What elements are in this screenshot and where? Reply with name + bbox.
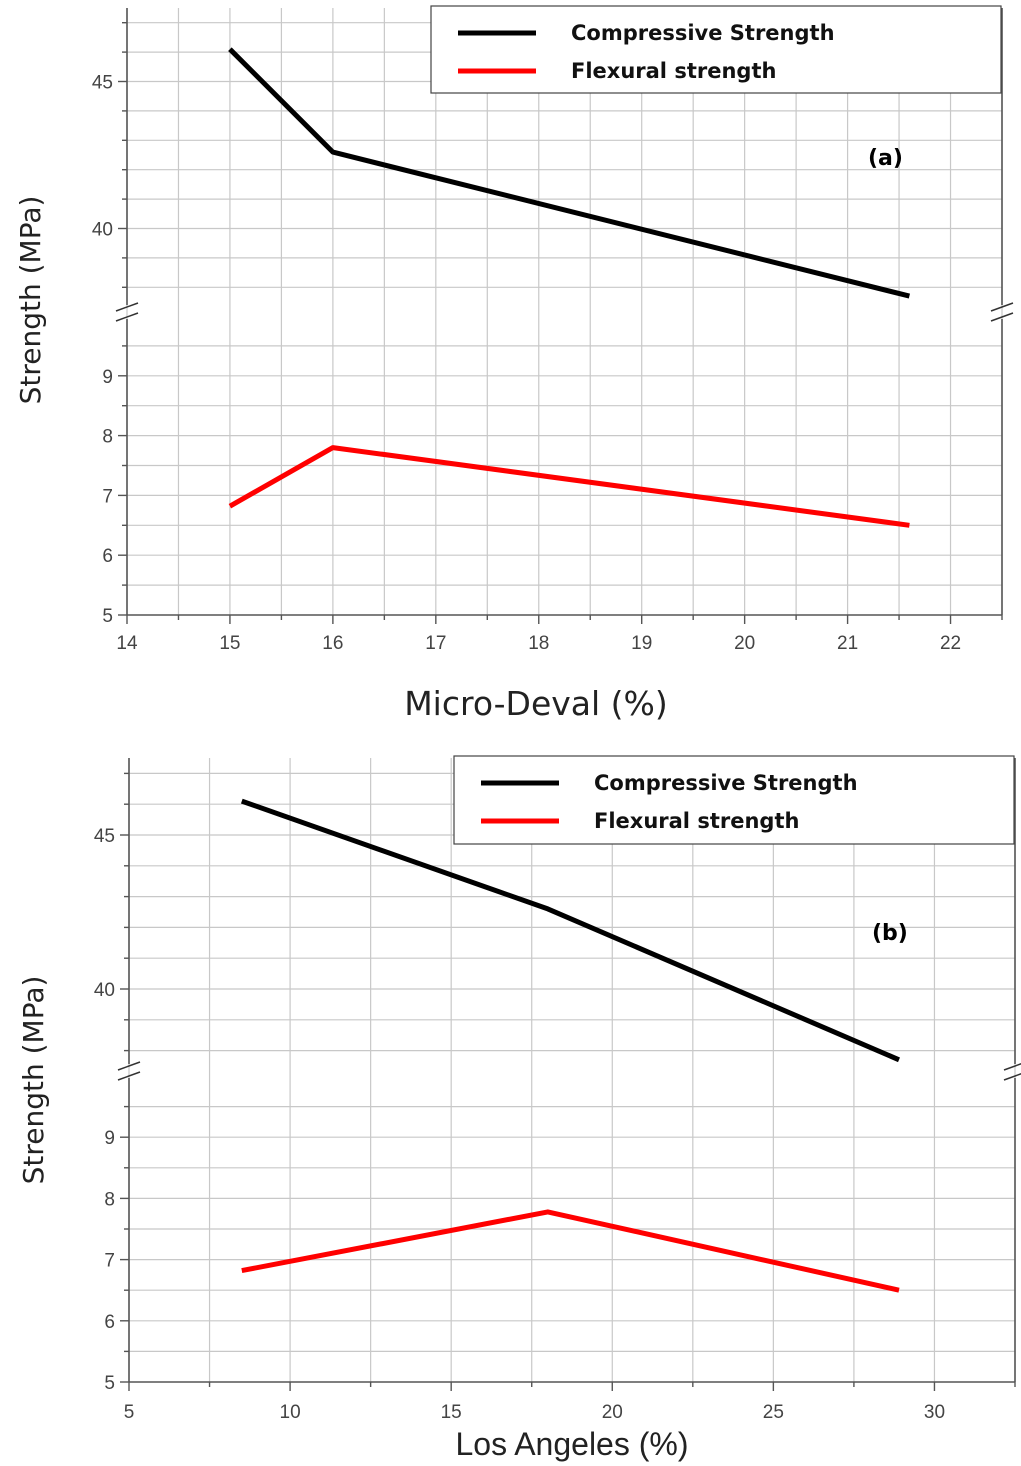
x-tick-label: 20 bbox=[734, 633, 755, 654]
axis-break-mark-right bbox=[1003, 1073, 1021, 1081]
y-axis-title: Strength (MPa) bbox=[17, 976, 50, 1185]
x-tick-label: 14 bbox=[116, 633, 138, 654]
x-tick-label: 16 bbox=[322, 633, 343, 654]
x-tick-label: 22 bbox=[940, 633, 961, 654]
x-tick-label: 17 bbox=[425, 633, 446, 654]
y-tick-label: 45 bbox=[94, 826, 115, 847]
x-axis-title: Micro-Deval (%) bbox=[404, 684, 668, 723]
chart-panel-b: 5 10 15 20 25 30 40 45 5 6 7 8 9 Compressive Strength… bbox=[17, 755, 1021, 1462]
panel-label: (a) bbox=[868, 146, 903, 171]
y-tick-label: 5 bbox=[104, 1373, 115, 1394]
axis-break-mark-left bbox=[115, 302, 139, 312]
x-tick-label: 20 bbox=[602, 1402, 623, 1423]
axis-break-mark-left bbox=[117, 1071, 141, 1081]
legend-box bbox=[453, 755, 1015, 845]
legend-label: Compressive Strength bbox=[594, 771, 858, 795]
y-tick-label: 40 bbox=[92, 220, 113, 241]
legend-label: Flexural strength bbox=[594, 809, 799, 833]
y-tick-label: 40 bbox=[94, 980, 115, 1001]
axis-break-mark-left bbox=[117, 1061, 141, 1071]
x-axis-title: Los Angeles (%) bbox=[455, 1426, 688, 1462]
axis-break-mark-right bbox=[990, 302, 1014, 312]
x-tick-label: 15 bbox=[441, 1402, 462, 1423]
y-tick-label: 9 bbox=[104, 1128, 115, 1149]
y-tick-label: 9 bbox=[102, 367, 113, 388]
y-tick-label: 6 bbox=[104, 1312, 115, 1333]
y-tick-label: 6 bbox=[102, 546, 113, 567]
series-line-flexural-strength bbox=[228, 445, 910, 528]
y-tick-label: 8 bbox=[104, 1189, 115, 1210]
y-tick-label: 8 bbox=[102, 427, 113, 448]
legend: Compressive Strength Flexural strength bbox=[453, 755, 1015, 845]
y-tick-label: 7 bbox=[102, 486, 113, 507]
x-tick-label: 19 bbox=[631, 633, 652, 654]
series-line-compressive-strength bbox=[240, 798, 900, 1063]
axis-break-mark-right bbox=[990, 312, 1014, 322]
legend-label: Compressive Strength bbox=[571, 21, 835, 45]
y-axis-title: Strength (MPa) bbox=[14, 196, 47, 405]
chart-panel-a: 14 15 16 17 18 19 20 21 22 40 45 5 6 7 8 9 Compressive S… bbox=[14, 5, 1014, 723]
x-tick-label: 30 bbox=[924, 1402, 945, 1423]
x-tick-label: 21 bbox=[837, 633, 858, 654]
axis-break-mark-right bbox=[1003, 1063, 1021, 1071]
legend-box bbox=[430, 5, 1002, 94]
y-tick-label: 45 bbox=[92, 73, 113, 94]
x-tick-label: 18 bbox=[528, 633, 549, 654]
x-tick-label: 10 bbox=[280, 1402, 301, 1423]
y-tick-label: 5 bbox=[102, 606, 113, 627]
legend-label: Flexural strength bbox=[571, 59, 776, 83]
series-line-flexural-strength bbox=[241, 1209, 900, 1293]
series-line-compressive-strength bbox=[228, 47, 911, 299]
axis-break-mark-left bbox=[115, 312, 139, 322]
x-tick-label: 25 bbox=[763, 1402, 784, 1423]
panel-label: (b) bbox=[872, 921, 908, 946]
x-tick-label: 5 bbox=[124, 1402, 135, 1423]
legend: Compressive Strength Flexural strength bbox=[430, 5, 1002, 94]
grid bbox=[126, 8, 1003, 615]
x-tick-label: 15 bbox=[219, 633, 240, 654]
y-tick-label: 7 bbox=[104, 1251, 115, 1272]
